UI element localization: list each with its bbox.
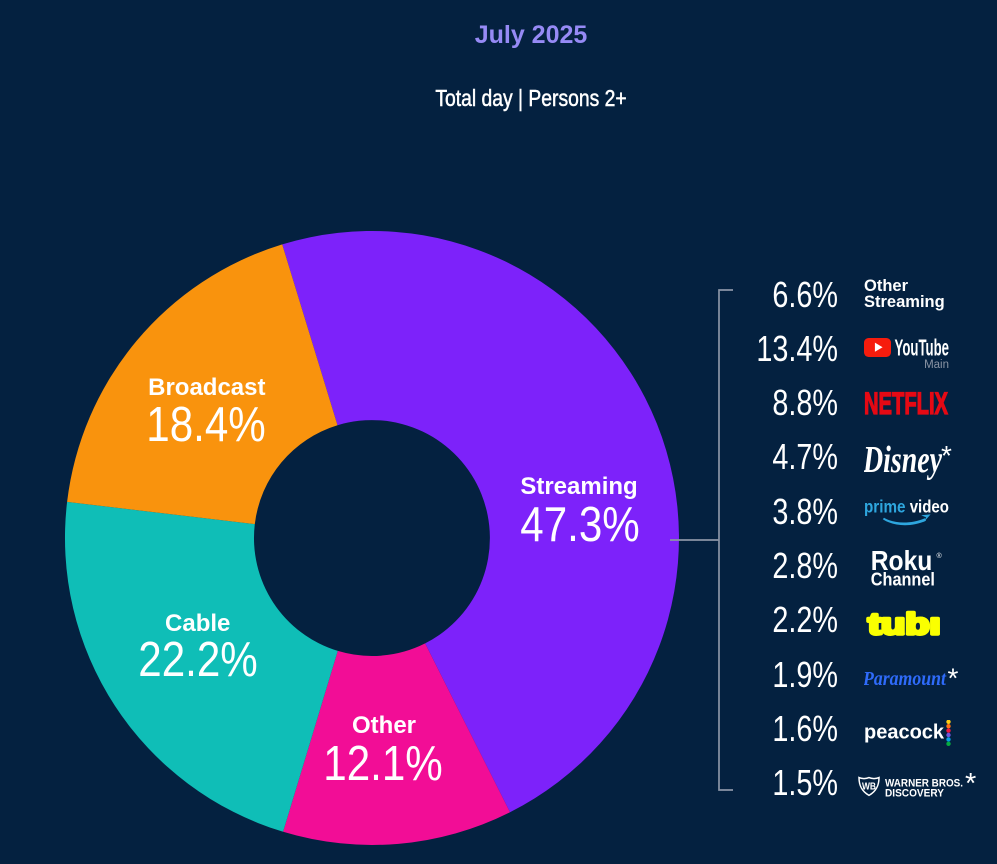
svg-text:WARNER BROS.: WARNER BROS. xyxy=(885,778,963,790)
svg-text:DISCOVERY: DISCOVERY xyxy=(885,787,945,799)
svg-text:®: ® xyxy=(937,552,943,560)
svg-text:peacock: peacock xyxy=(864,722,945,744)
svg-text:Disney: Disney xyxy=(864,443,942,481)
svg-text:WB: WB xyxy=(862,782,876,793)
svg-text:Channel: Channel xyxy=(871,569,935,590)
svg-text:prime: prime xyxy=(864,496,906,516)
svg-text:*: * xyxy=(941,443,952,471)
svg-text:YouTube: YouTube xyxy=(895,338,950,360)
svg-text:Roku: Roku xyxy=(871,546,933,576)
svg-text:*: * xyxy=(948,663,959,694)
svg-text:tubı: tubı xyxy=(868,608,941,640)
svg-text:video: video xyxy=(910,496,949,516)
svg-text:NETFLIX: NETFLIX xyxy=(864,391,948,415)
svg-text:*: * xyxy=(965,772,976,800)
svg-text:Paramount: Paramount xyxy=(864,668,947,690)
svg-text:Main: Main xyxy=(924,359,949,370)
